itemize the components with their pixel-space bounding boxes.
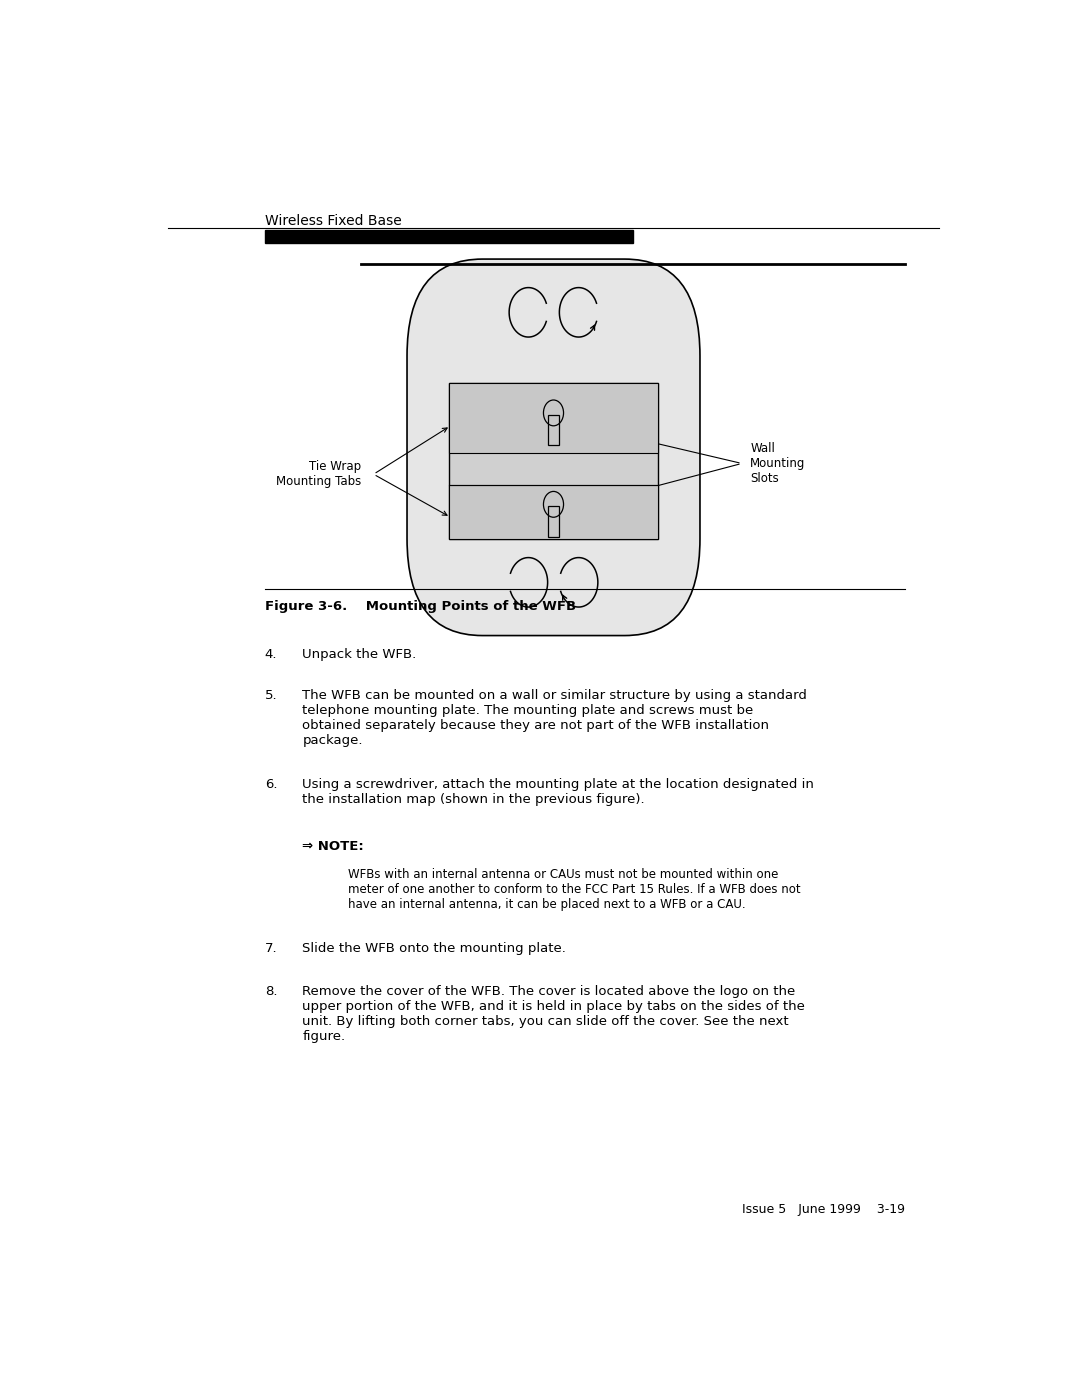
Text: Remove the cover of the WFB. The cover is located above the logo on the
upper po: Remove the cover of the WFB. The cover i… [302,985,806,1044]
Text: 5.: 5. [265,689,278,703]
Text: Wall
Mounting
Slots: Wall Mounting Slots [751,441,806,485]
Bar [265,231,633,243]
Text: The WFB can be mounted on a wall or similar structure by using a standard
teleph: The WFB can be mounted on a wall or simi… [302,689,807,747]
Bar [449,383,658,539]
FancyBboxPatch shape [407,258,700,636]
Bar [549,507,558,536]
Text: Wireless Fixed Base: Wireless Fixed Base [265,214,402,228]
Text: ⇒ NOTE:: ⇒ NOTE: [302,840,364,854]
Text: 6.: 6. [265,778,278,791]
Bar [549,415,558,446]
Text: WFBs with an internal antenna or CAUs must not be mounted within one
meter of on: WFBs with an internal antenna or CAUs mu… [349,868,801,911]
Text: Unpack the WFB.: Unpack the WFB. [302,648,417,661]
Bar [449,383,658,453]
Text: 7.: 7. [265,942,278,956]
Text: Slide the WFB onto the mounting plate.: Slide the WFB onto the mounting plate. [302,942,566,956]
Text: 8.: 8. [265,985,278,999]
Text: Issue 5   June 1999    3-19: Issue 5 June 1999 3-19 [742,1203,905,1217]
Text: Using a screwdriver, attach the mounting plate at the location designated in
the: Using a screwdriver, attach the mounting… [302,778,814,806]
Text: 4.: 4. [265,648,278,661]
Bar [449,485,658,539]
Text: Tie Wrap
Mounting Tabs: Tie Wrap Mounting Tabs [275,460,361,488]
Text: Figure 3-6.    Mounting Points of the WFB: Figure 3-6. Mounting Points of the WFB [265,601,576,613]
